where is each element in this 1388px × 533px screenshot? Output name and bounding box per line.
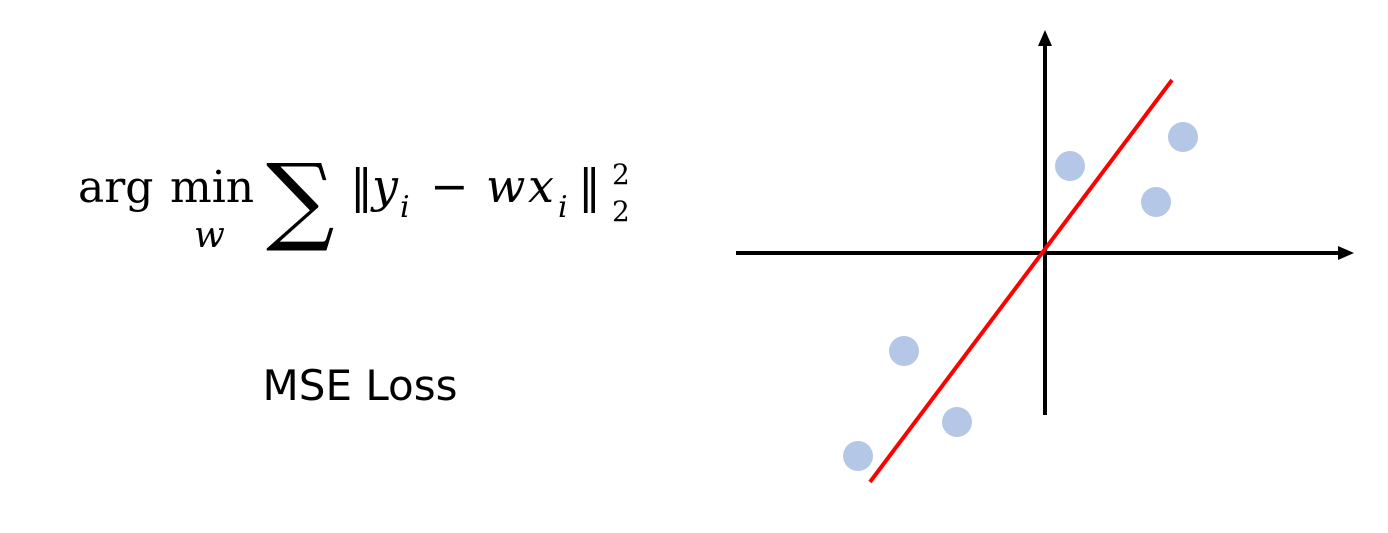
- formula-min: min: [170, 162, 254, 213]
- formula-norm-sub: 2: [612, 195, 630, 228]
- point: [1141, 187, 1171, 217]
- formula-y: y: [370, 159, 399, 213]
- formula-minus: −: [430, 159, 469, 213]
- formula-x-sub: i: [558, 190, 568, 225]
- point: [1055, 151, 1085, 181]
- formula-norm-open: ‖: [350, 159, 373, 213]
- formula-sum: ∑: [266, 143, 335, 255]
- formula-x: x: [528, 159, 554, 213]
- plot: [736, 30, 1354, 484]
- point: [1168, 122, 1198, 152]
- points: [843, 122, 1198, 471]
- point: [889, 336, 919, 366]
- caption: MSE Loss: [263, 361, 458, 410]
- formula-y-sub: i: [400, 190, 410, 225]
- formula: arg min w ∑ ‖ y i − w x i ‖ 2 2: [78, 143, 630, 256]
- x-arrow: [1338, 246, 1354, 260]
- formula-min-sub: w: [194, 215, 225, 256]
- formula-w: w: [486, 159, 525, 213]
- point: [942, 407, 972, 437]
- formula-power: 2: [612, 158, 630, 191]
- formula-arg: arg: [78, 162, 153, 213]
- y-arrow: [1038, 30, 1052, 46]
- point: [843, 441, 873, 471]
- fit-line: [868, 78, 1174, 484]
- formula-norm-close: ‖: [578, 159, 601, 213]
